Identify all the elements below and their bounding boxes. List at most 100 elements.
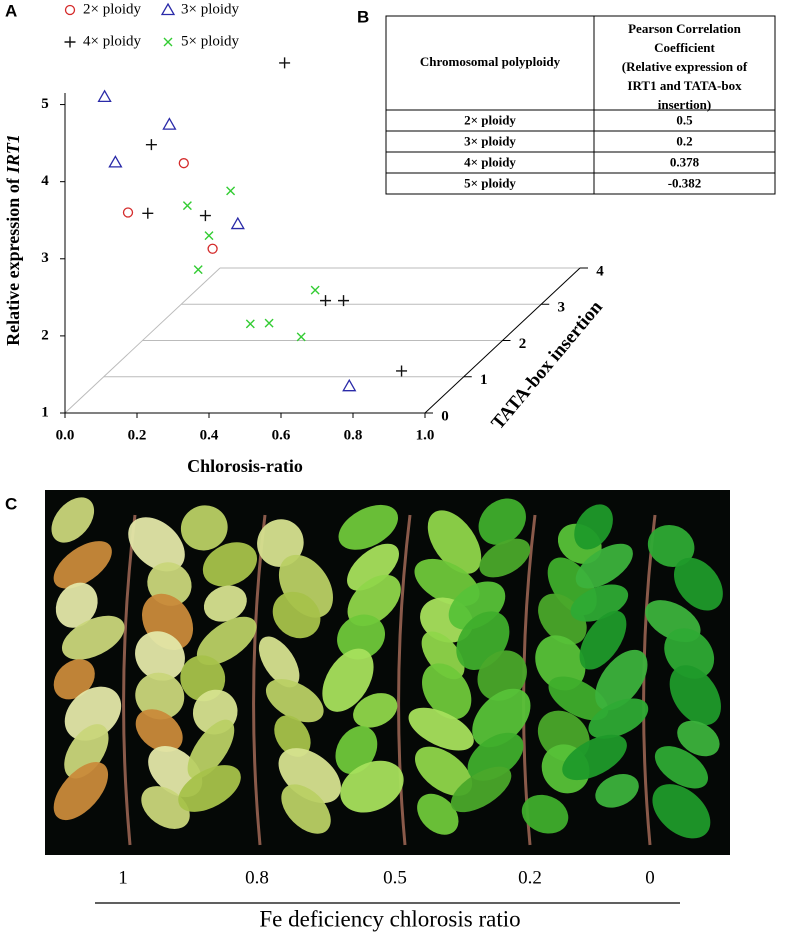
leaf [535,635,586,691]
leaf [652,784,711,839]
leaf [478,498,526,545]
point [199,210,211,222]
leaf [417,793,459,835]
table-cell: 0.378 [670,154,700,169]
leaf [203,585,247,622]
z-tick-label: 5 [41,96,49,112]
legend-marker [160,2,176,16]
y-tick-label: 2 [519,336,527,352]
z-tick-label: 4 [41,173,49,189]
x-tick-label: 0.0 [56,427,75,443]
leaf [647,524,695,568]
y-tick-label: 1 [480,372,488,388]
point [296,332,306,342]
x-axis-title: Chlorosis-ratio [187,456,303,476]
leaf [51,497,95,543]
panel-label: A [5,1,17,20]
table-cell: 0.5 [676,112,693,127]
leaf [141,786,190,829]
leaf [196,616,257,666]
leaf [178,765,241,812]
stem [397,514,412,846]
leaf [575,543,633,589]
photo-tick-label: 0.8 [245,867,269,888]
leaf [588,698,649,739]
photo-tick-label: 0.2 [518,867,542,888]
table-border [385,15,776,195]
y-tick-label: 3 [558,300,566,316]
leaf [427,510,482,574]
leaf [521,794,569,834]
leaf [337,614,386,660]
point [193,265,203,275]
legend-label: 4× ploidy [83,33,142,49]
leaf [574,504,613,550]
leaf [64,686,122,741]
table-header-line: (Relative expression of [622,59,748,74]
leaf [664,628,715,679]
leaf [53,762,109,821]
leaf [53,541,112,589]
leaf [421,631,465,680]
leaf [335,726,378,774]
leaf [187,719,235,779]
point [97,89,112,103]
y-tick-label: 4 [596,263,604,279]
photo: 1 0.8 0.5 0.2 0 Fe deficiency chlorosis ratio [45,490,730,931]
point [162,117,177,130]
legend-marker [163,37,173,47]
point [245,319,255,329]
point [182,201,192,211]
leaf [53,659,95,700]
z-axis-title-text: Relative expression of [3,177,23,346]
panel-label: B [357,7,369,26]
table-header-line: IRT1 and TATA-box [627,78,742,93]
leaf [347,543,399,591]
legend-marker [64,36,76,48]
photo-title: Fe deficiency chlorosis ratio [259,906,520,931]
leaf [353,693,398,728]
leaf [340,760,404,813]
stem [122,514,137,846]
leaf [135,672,185,720]
table-cell: 0.2 [676,133,692,148]
point [207,243,218,254]
leaf [479,538,531,578]
table-header-line: Coefficient [654,40,715,55]
z-axis-title: Relative expression of IRT1 [3,134,23,346]
x-tick-label: 0.8 [344,427,363,443]
photo-tick-label: 0 [645,867,655,888]
leaf [55,582,98,628]
stem [252,514,267,846]
leaf [257,519,304,567]
leaf [322,648,374,712]
point [204,231,214,241]
leaf [347,574,401,627]
z-tick-label: 2 [41,327,49,343]
point [145,139,157,151]
z-tick-label: 3 [41,250,49,266]
y-axis [424,267,581,414]
x-tick-label: 0.6 [272,427,291,443]
legend-label: 2× ploidy [83,1,142,17]
point [279,57,291,69]
leaf [265,679,324,723]
leaf [562,734,627,781]
table-cell: 3× ploidy [464,133,516,148]
point [342,378,357,392]
table-header: Chromosomal polyploidy [420,54,561,69]
scatter-3d: 0 1 2 3 4 1 2 3 4 5 0.0 0.2 0.4 0.6 0.8 1.0 Chlorosis-ra… [3,1,607,476]
point [178,158,189,169]
correlation-table: Chromosomal polyploidy Pearson Correlatio… [385,15,776,195]
leaf [669,665,721,726]
leaf [414,746,473,796]
point [122,207,134,218]
legend-label: 5× ploidy [181,33,240,49]
table-header-line: insertion) [658,97,711,112]
table-cell: 2× ploidy [464,112,516,127]
leaf [477,650,527,701]
leaf [258,636,300,688]
leaf [135,709,183,753]
leaf [422,663,472,720]
